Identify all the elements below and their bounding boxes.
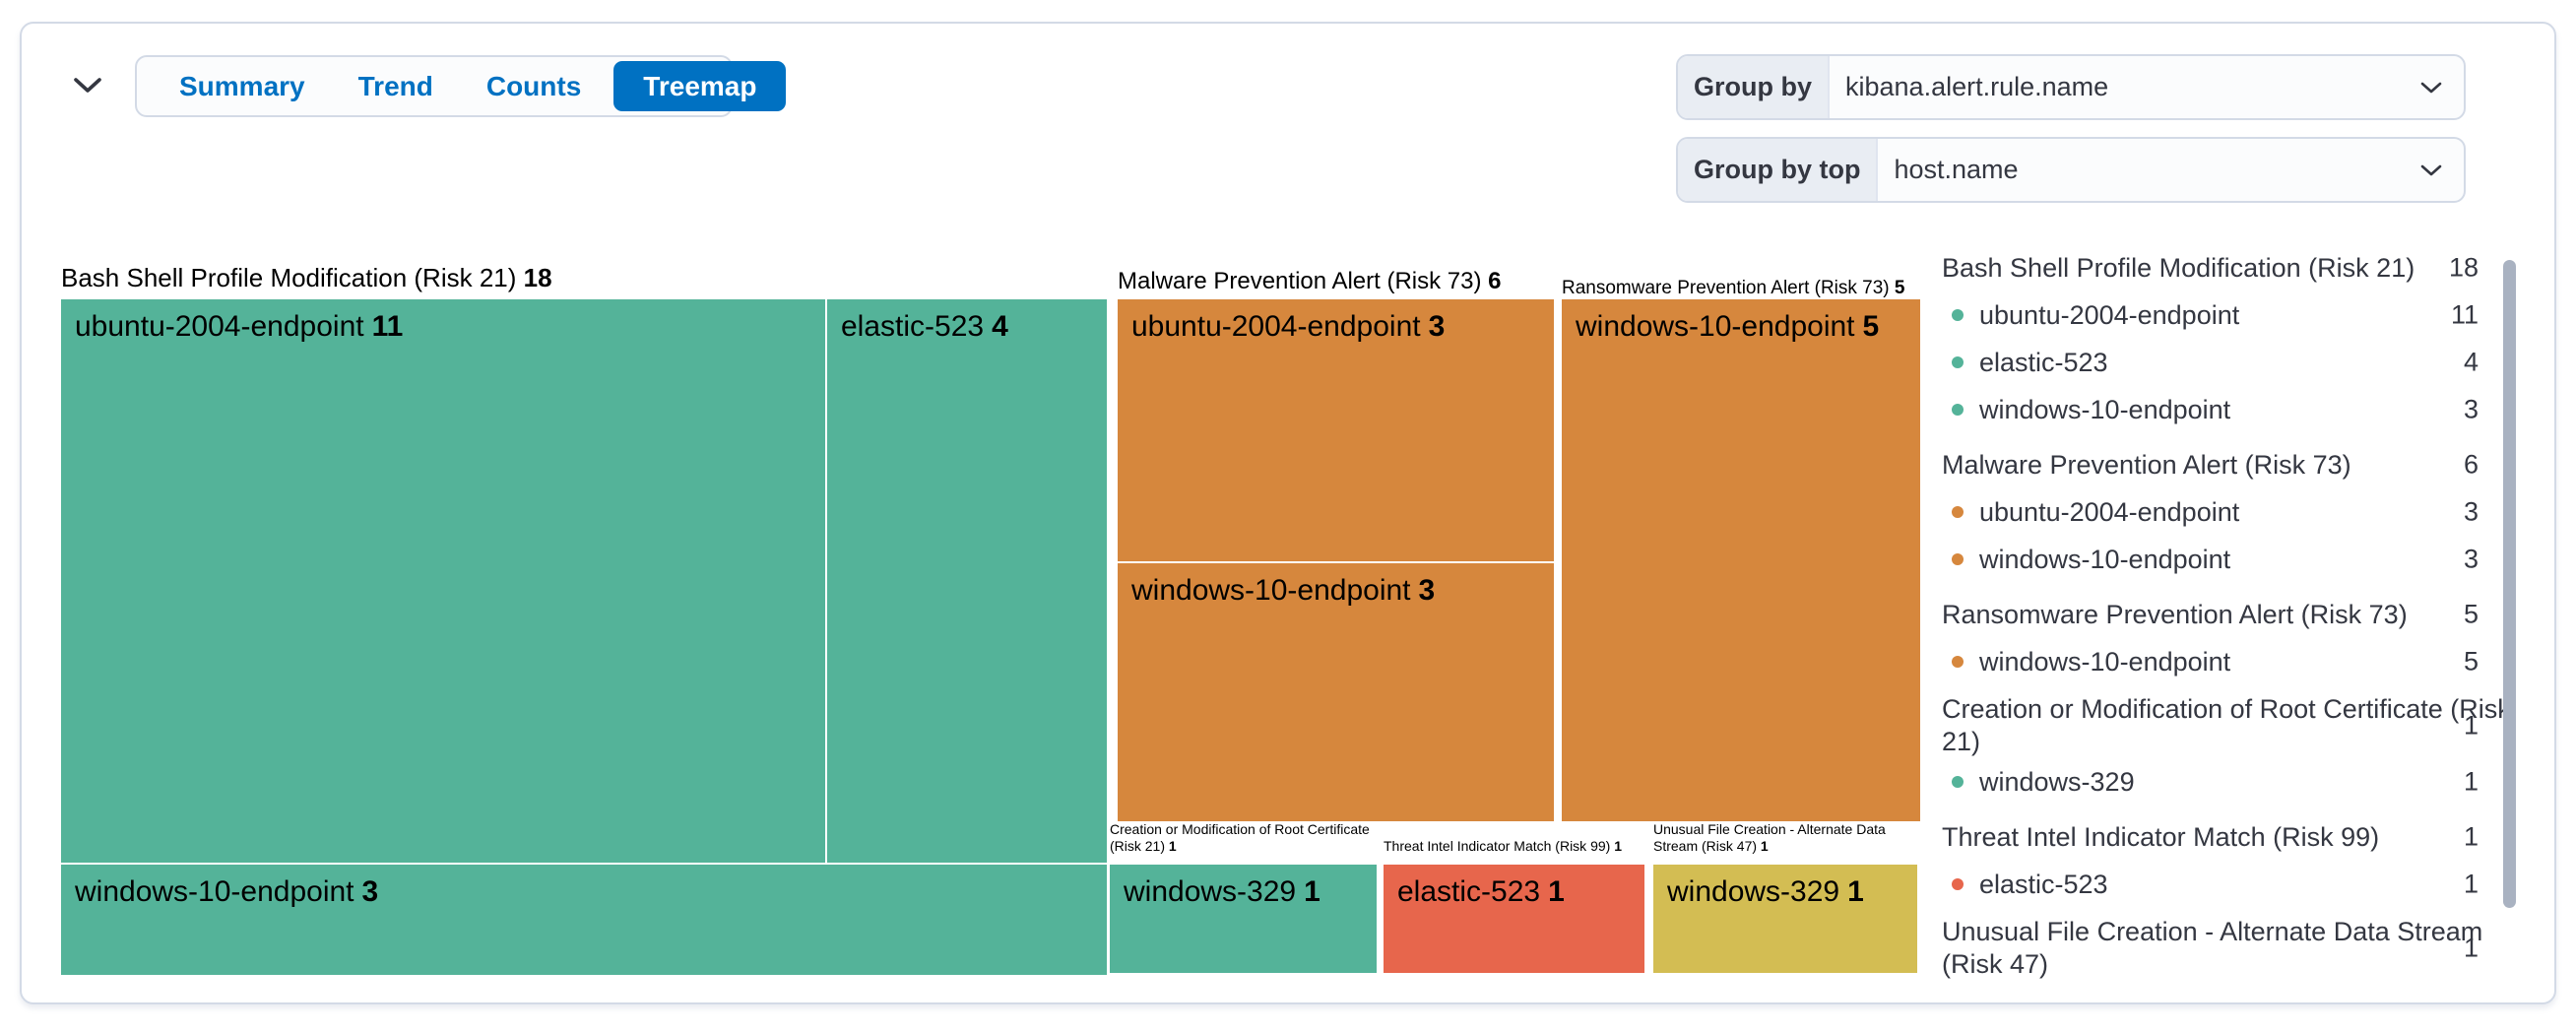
legend-item-value: 5: [2463, 646, 2479, 677]
tab-summary[interactable]: Summary: [153, 57, 332, 115]
legend-item-label: Bash Shell Profile Modification (Risk 21…: [1942, 252, 2415, 283]
legend-dot-icon: [1952, 404, 1964, 416]
treemap-cell[interactable]: windows-10-endpoint 5: [1562, 299, 1920, 821]
legend-item[interactable]: ubuntu-2004-endpoint 3: [1942, 488, 2479, 536]
group-by-top-select[interactable]: host.name: [1894, 155, 2019, 184]
treemap-cell[interactable]: windows-329 1: [1110, 865, 1377, 973]
legend-item-value: 5: [2463, 599, 2479, 629]
legend-dot-icon: [1952, 878, 1964, 890]
legend-item-value: 11: [2450, 299, 2479, 330]
legend-item-value: 3: [2463, 544, 2479, 574]
legend-item-label: windows-10-endpoint: [1979, 394, 2231, 424]
tab-counts[interactable]: Counts: [460, 57, 608, 115]
treemap-cell[interactable]: ubuntu-2004-endpoint 3: [1118, 299, 1554, 561]
group-by-top-label: Group by top: [1678, 139, 1879, 201]
view-selector-tab-group: Summary Trend Counts Treemap: [135, 55, 787, 117]
group-by-top-select-row: Group by top host.name: [1676, 137, 2466, 203]
legend-item-label: windows-10-endpoint: [1979, 646, 2231, 677]
legend-item-value: 1: [2463, 710, 2479, 741]
legend-group-title[interactable]: Malware Prevention Alert (Risk 73) 6: [1942, 441, 2479, 488]
legend-item[interactable]: ubuntu-2004-endpoint 11: [1942, 291, 2479, 339]
legend-item-value: 1: [2463, 821, 2479, 852]
legend-item-label: ubuntu-2004-endpoint: [1979, 496, 2240, 527]
legend-item-value: 1: [2463, 933, 2479, 963]
legend-item-label: Threat Intel Indicator Match (Risk 99): [1942, 821, 2380, 852]
legend-item-label: Ransomware Prevention Alert (Risk 73): [1942, 599, 2408, 629]
treemap-legend: Bash Shell Profile Modification (Risk 21…: [1942, 244, 2511, 981]
group-by-select[interactable]: kibana.alert.rule.name: [1845, 72, 2109, 101]
legend-dot-icon: [1952, 506, 1964, 518]
alerts-panel: Summary Trend Counts Treemap Group by ki…: [20, 22, 2556, 1004]
legend-dot-icon: [1952, 776, 1964, 788]
legend-item-value: 1: [2463, 766, 2479, 797]
treemap-cell[interactable]: elastic-523 1: [1384, 865, 1644, 973]
collapse-panel-button[interactable]: [65, 63, 110, 108]
chevron-down-icon: [2420, 56, 2464, 118]
legend-item-label: Creation or Modification of Root Certifi…: [1942, 694, 2511, 756]
legend-dot-icon: [1952, 309, 1964, 321]
legend-group-title[interactable]: Unusual File Creation - Alternate Data S…: [1942, 916, 2482, 981]
treemap-group-header: Threat Intel Indicator Match (Risk 99) 1: [1384, 838, 1622, 854]
legend-item[interactable]: windows-329 1: [1942, 758, 2479, 806]
legend-item-value: 1: [2463, 869, 2479, 899]
legend-item[interactable]: windows-10-endpoint 3: [1942, 536, 2479, 583]
legend-item-value: 18: [2448, 252, 2479, 283]
treemap-group-header: Ransomware Prevention Alert (Risk 73) 5: [1562, 278, 1905, 298]
treemap-group-header: Malware Prevention Alert (Risk 73) 6: [1118, 268, 1502, 294]
legend-item[interactable]: elastic-523 4: [1942, 339, 2479, 386]
legend-group-title[interactable]: Ransomware Prevention Alert (Risk 73) 5: [1942, 591, 2479, 638]
treemap-cell[interactable]: ubuntu-2004-endpoint 11: [61, 299, 825, 863]
treemap-group-header: Creation or Modification of Root Certifi…: [1110, 821, 1370, 854]
treemap-cell[interactable]: windows-10-endpoint 3: [61, 865, 1107, 975]
group-by-label: Group by: [1678, 56, 1830, 118]
legend-dot-icon: [1952, 356, 1964, 368]
legend-item[interactable]: elastic-523 1: [1942, 861, 2479, 908]
legend-item-label: windows-329: [1979, 766, 2135, 797]
legend-item-label: windows-10-endpoint: [1979, 544, 2231, 574]
legend-item[interactable]: windows-10-endpoint 3: [1942, 386, 2479, 433]
treemap-group-header: Unusual File Creation - Alternate Data S…: [1653, 821, 1886, 854]
legend-dot-icon: [1952, 656, 1964, 668]
legend-dot-icon: [1952, 553, 1964, 565]
legend-item[interactable]: windows-10-endpoint 5: [1942, 638, 2479, 685]
treemap-cell[interactable]: elastic-523 4: [827, 299, 1107, 863]
group-by-select-row: Group by kibana.alert.rule.name: [1676, 54, 2466, 120]
legend-item-label: elastic-523: [1979, 347, 2108, 377]
legend-item-label: Malware Prevention Alert (Risk 73): [1942, 449, 2351, 480]
legend-item-label: elastic-523: [1979, 869, 2108, 899]
tab-trend[interactable]: Trend: [332, 57, 460, 115]
chevron-down-icon: [73, 76, 102, 97]
legend-scrollbar[interactable]: [2503, 260, 2516, 908]
legend-item-value: 4: [2463, 347, 2479, 377]
treemap-group-header: Bash Shell Profile Modification (Risk 21…: [61, 263, 552, 292]
legend-group-title[interactable]: Creation or Modification of Root Certifi…: [1942, 693, 2511, 758]
chevron-down-icon: [2420, 139, 2464, 201]
legend-group-title[interactable]: Threat Intel Indicator Match (Risk 99) 1: [1942, 813, 2479, 861]
legend-item-label: Unusual File Creation - Alternate Data S…: [1942, 917, 2483, 979]
legend-item-value: 3: [2463, 394, 2479, 424]
treemap-cell[interactable]: windows-10-endpoint 3: [1118, 563, 1554, 821]
legend-item-label: ubuntu-2004-endpoint: [1979, 299, 2240, 330]
treemap-cell[interactable]: windows-329 1: [1653, 865, 1917, 973]
legend-item-value: 3: [2463, 496, 2479, 527]
legend-group-title[interactable]: Bash Shell Profile Modification (Risk 21…: [1942, 244, 2479, 291]
legend-item-value: 6: [2463, 449, 2479, 480]
tab-treemap[interactable]: Treemap: [613, 61, 787, 111]
